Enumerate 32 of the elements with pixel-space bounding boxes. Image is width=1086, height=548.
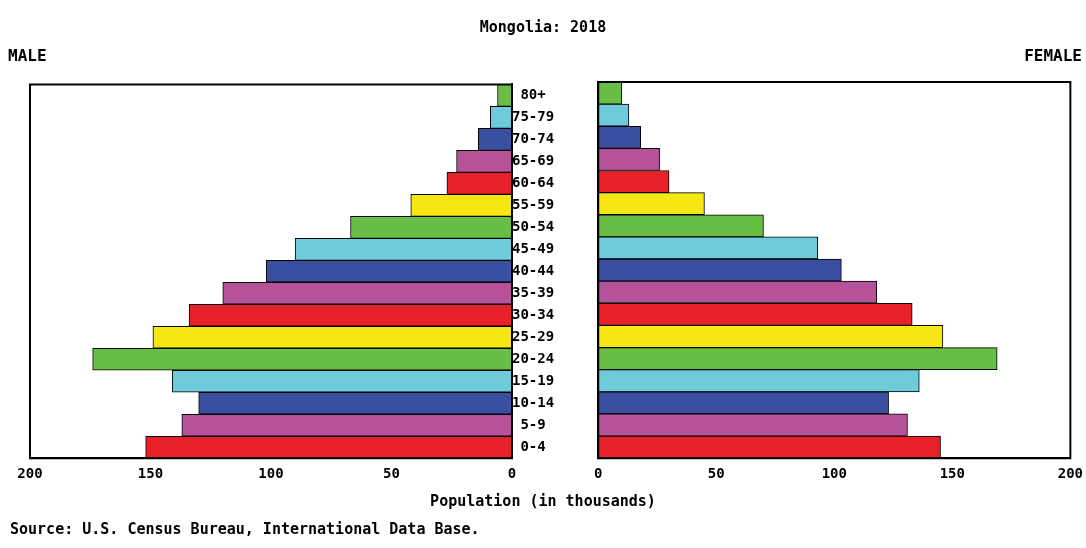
y-tick-label: 15-19 bbox=[511, 371, 555, 388]
y-tick-label: 30-34 bbox=[511, 305, 555, 322]
y-tick-label: 75-79 bbox=[511, 108, 555, 125]
x-axis-title: Population (in thousands) bbox=[429, 492, 657, 510]
y-tick-label: 50-54 bbox=[511, 217, 555, 234]
y-tick-label: 45-49 bbox=[511, 239, 555, 256]
chart-subtitle: MALE bbox=[8, 46, 47, 65]
x-tick-label: 200 bbox=[1057, 465, 1084, 482]
y-tick-label: 25-29 bbox=[511, 327, 555, 344]
x-tick-label: 50 bbox=[707, 465, 725, 482]
y-tick-label: 65-69 bbox=[511, 152, 555, 168]
x-tick-label: 150 bbox=[939, 465, 965, 482]
y-tick-label: 40-44 bbox=[511, 261, 555, 278]
y-tick-label: 0-4 bbox=[520, 437, 546, 454]
x-tick-label: 0 bbox=[507, 465, 517, 482]
y-tick-label: 80+ bbox=[520, 86, 546, 103]
y-tick-label: 20-24 bbox=[511, 349, 555, 366]
x-tick-label: 150 bbox=[137, 465, 164, 482]
y-tick-label: 55-59 bbox=[511, 195, 555, 212]
x-tick-label: 50 bbox=[383, 465, 400, 482]
y-tick-label: 35-39 bbox=[511, 283, 555, 300]
chart-subtitle: FEMALE bbox=[1024, 46, 1082, 65]
text: Mongolia: 2018 bbox=[478, 18, 608, 36]
y-tick-label: 70-74 bbox=[511, 130, 555, 147]
x-tick-label: 100 bbox=[258, 465, 284, 482]
x-tick-label: 100 bbox=[821, 465, 847, 482]
y-tick-label: 10-14 bbox=[511, 393, 555, 410]
y-tick-label: 5-9 bbox=[520, 415, 546, 432]
x-tick-label: 0 bbox=[594, 465, 603, 482]
source-note: Source: U.S. Census Bureau, International Data Base. bbox=[10, 520, 480, 538]
y-tick-label: 60-64 bbox=[511, 173, 555, 190]
x-tick-label: 200 bbox=[17, 465, 43, 482]
